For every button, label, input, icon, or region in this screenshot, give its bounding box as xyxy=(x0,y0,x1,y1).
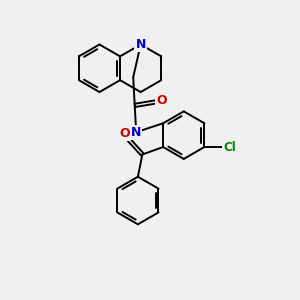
Text: Cl: Cl xyxy=(223,140,236,154)
Text: O: O xyxy=(119,127,130,140)
Text: H: H xyxy=(120,126,130,136)
Text: N: N xyxy=(136,38,146,51)
Text: O: O xyxy=(156,94,167,107)
Text: N: N xyxy=(131,126,141,139)
